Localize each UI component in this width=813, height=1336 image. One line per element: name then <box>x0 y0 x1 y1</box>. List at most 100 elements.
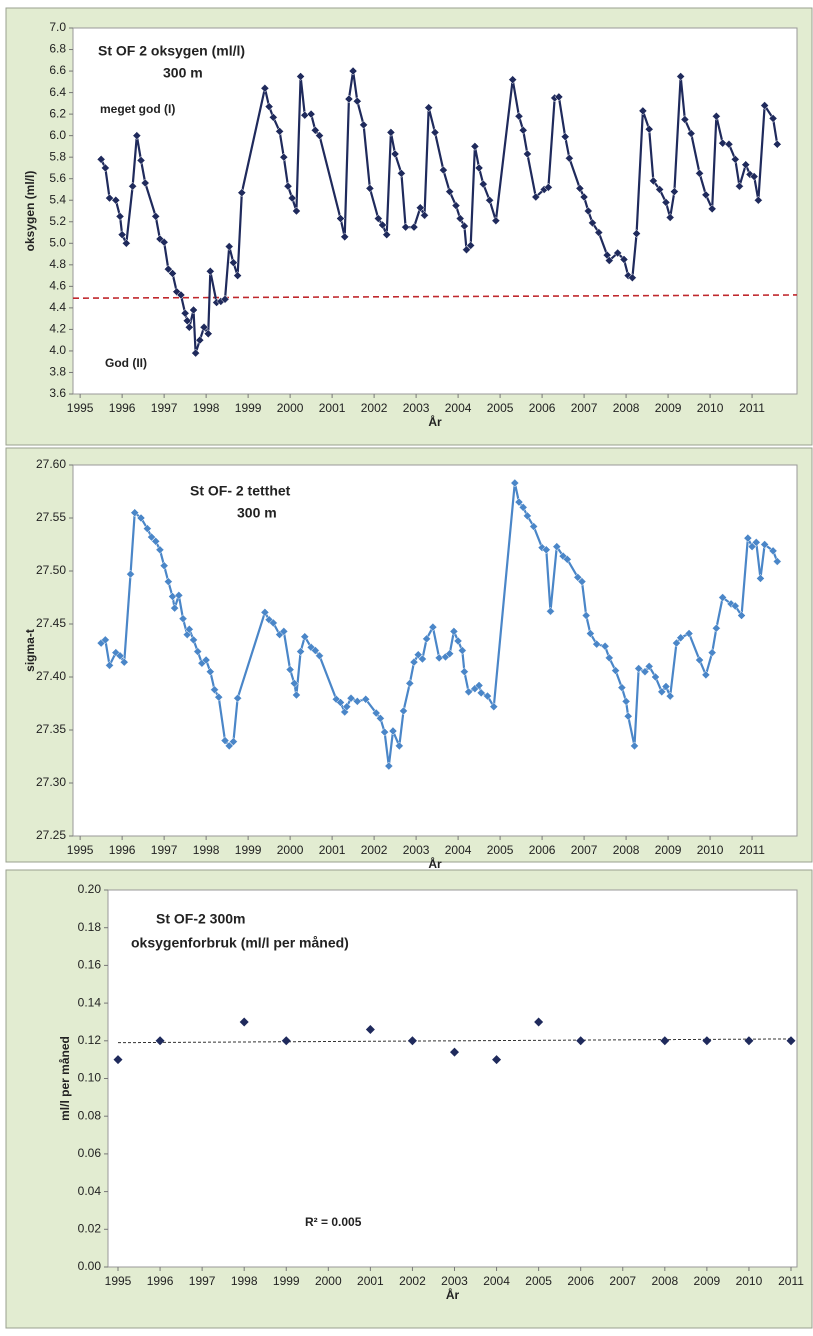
marker <box>743 533 753 543</box>
marker <box>275 126 284 136</box>
marker <box>233 271 242 280</box>
marker <box>407 1036 417 1046</box>
y-tick-label: 4.4 <box>49 300 66 314</box>
y-tick-label: 27.55 <box>36 510 66 524</box>
marker <box>201 655 211 665</box>
marker <box>147 532 156 542</box>
x-tick-label: 1996 <box>147 1274 174 1288</box>
y-tick-label: 0.02 <box>78 1221 102 1235</box>
marker <box>105 660 114 670</box>
marker <box>546 606 555 616</box>
marker <box>155 1036 165 1046</box>
y-tick-label: 3.6 <box>49 386 66 400</box>
x-tick-label: 1999 <box>273 1274 300 1288</box>
marker <box>283 181 293 191</box>
marker <box>224 741 234 751</box>
x-tick-label: 2001 <box>319 843 346 857</box>
marker <box>623 711 633 721</box>
marker <box>600 641 610 651</box>
marker <box>531 192 541 202</box>
marker <box>460 667 469 677</box>
marker <box>749 172 759 181</box>
chart-title: St OF-2 300m <box>156 911 245 927</box>
marker <box>588 218 597 228</box>
x-tick-label: 1995 <box>105 1274 132 1288</box>
marker <box>260 83 270 93</box>
marker <box>203 329 213 339</box>
marker <box>575 184 585 193</box>
marker <box>168 269 177 278</box>
marker <box>695 168 704 178</box>
marker <box>306 642 316 652</box>
marker <box>100 635 110 645</box>
marker <box>380 727 389 737</box>
marker <box>573 573 583 582</box>
marker <box>508 75 518 85</box>
marker <box>510 478 520 488</box>
marker <box>365 184 375 193</box>
marker <box>665 213 675 222</box>
marker <box>310 125 320 135</box>
marker <box>220 736 230 745</box>
marker <box>268 618 278 628</box>
marker <box>514 497 524 507</box>
y-tick-label: 27.25 <box>36 828 66 842</box>
x-tick-label: 1996 <box>109 401 136 415</box>
marker <box>292 690 301 700</box>
y-tick-label: 6.0 <box>49 128 66 142</box>
y-tick-label: 27.40 <box>36 669 66 683</box>
marker <box>229 737 238 747</box>
marker <box>619 255 629 264</box>
x-tick-label: 2004 <box>445 843 472 857</box>
marker <box>751 538 761 547</box>
marker <box>676 72 686 81</box>
marker <box>172 287 182 297</box>
x-tick-label: 2002 <box>399 1274 426 1288</box>
x-tick-label: 2005 <box>525 1274 552 1288</box>
marker <box>163 264 173 274</box>
marker <box>373 214 383 223</box>
marker <box>583 206 593 216</box>
y-tick-label: 6.8 <box>49 42 66 56</box>
x-tick-label: 2001 <box>319 401 346 415</box>
marker <box>451 201 461 210</box>
y-tick-label: 7.0 <box>49 20 66 34</box>
marker <box>476 688 486 698</box>
marker <box>279 152 289 162</box>
marker <box>466 241 476 250</box>
marker <box>741 160 751 170</box>
y-tick-label: 5.0 <box>49 235 66 249</box>
marker <box>195 335 205 345</box>
y-tick-label: 6.6 <box>49 63 66 77</box>
marker <box>655 185 665 194</box>
y-tick-label: 27.45 <box>36 616 66 630</box>
marker <box>604 653 614 663</box>
marker <box>155 545 165 555</box>
reference-line <box>72 294 798 299</box>
marker <box>518 125 528 135</box>
marker <box>579 192 589 202</box>
marker <box>768 546 778 556</box>
x-tick-label: 2011 <box>739 843 765 857</box>
marker <box>768 114 778 123</box>
marker <box>378 220 387 230</box>
marker <box>747 542 757 551</box>
marker <box>560 132 570 142</box>
marker <box>453 636 463 646</box>
marker <box>754 195 763 205</box>
annotation: God (II) <box>105 356 147 370</box>
marker <box>577 577 587 586</box>
marker <box>163 577 173 586</box>
marker <box>576 1036 586 1046</box>
x-tick-label: 2006 <box>567 1274 594 1288</box>
marker <box>552 542 562 551</box>
marker <box>523 511 532 521</box>
marker <box>119 657 129 667</box>
x-tick-label: 1996 <box>109 843 136 857</box>
x-tick-label: 1998 <box>231 1274 258 1288</box>
marker <box>315 131 324 141</box>
marker <box>281 1036 291 1046</box>
annotation: meget god (I) <box>100 102 175 116</box>
marker <box>170 603 179 613</box>
